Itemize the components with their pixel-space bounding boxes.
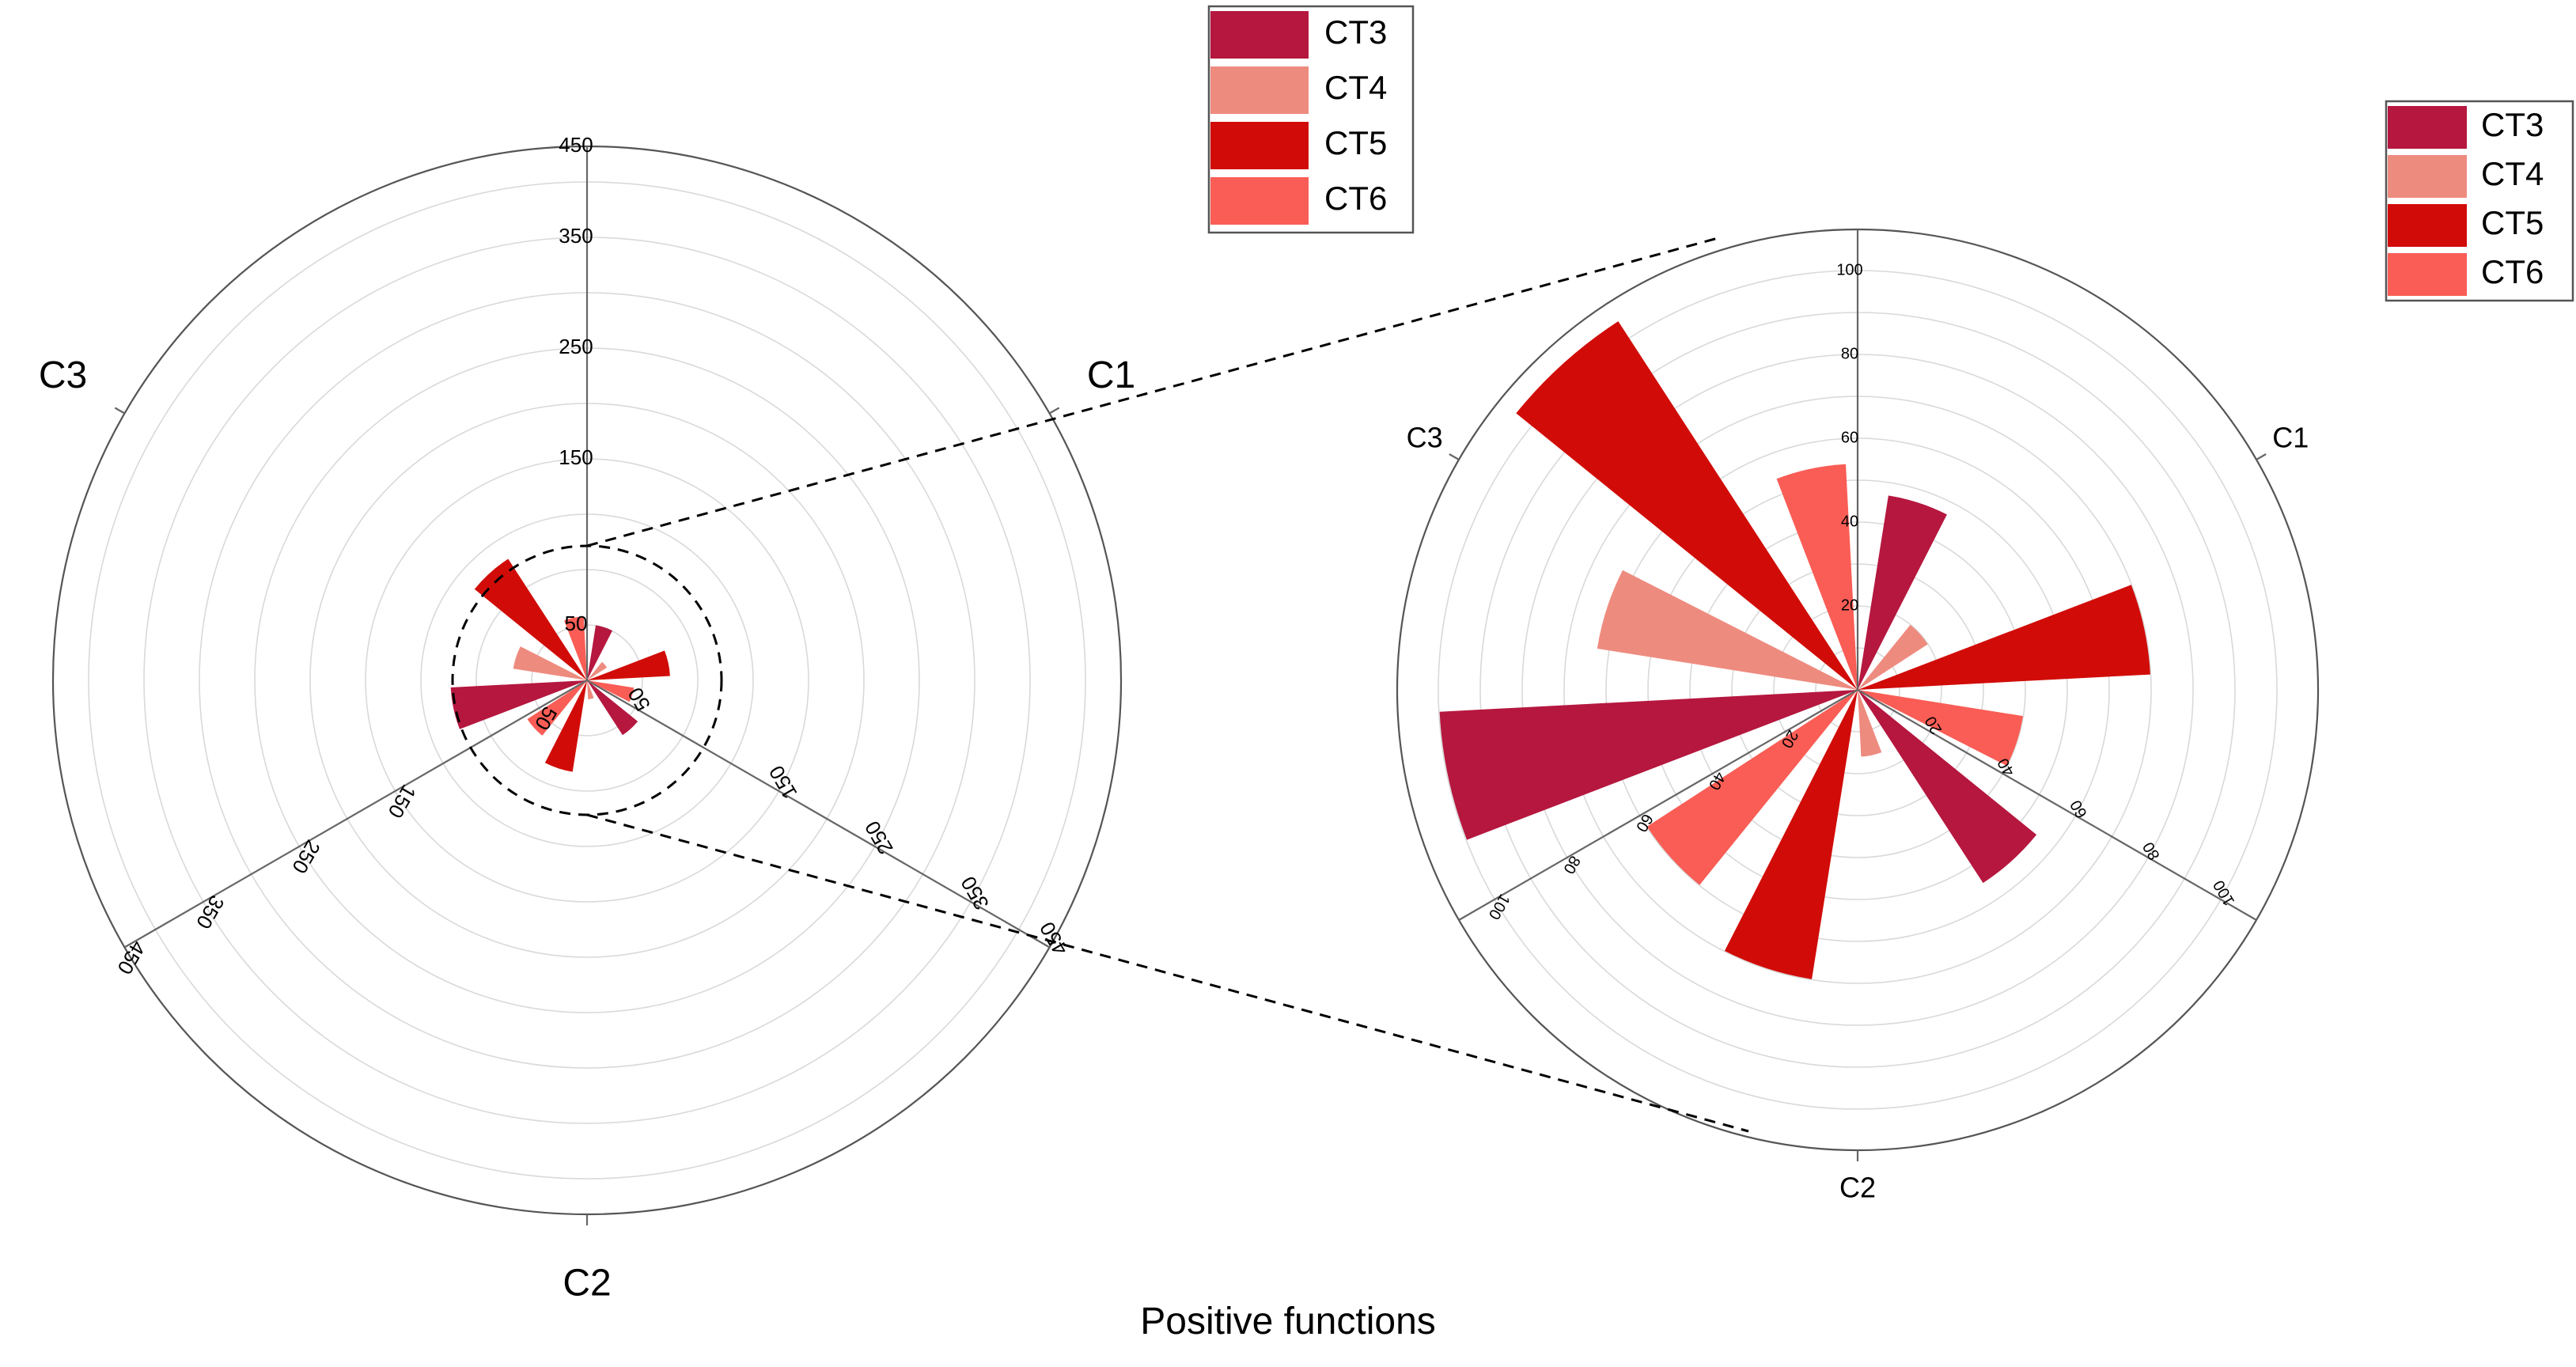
legend-left-label-ct6: CT6 <box>1324 180 1387 217</box>
right-tick-label: 100 <box>2210 877 2239 909</box>
legend-right-label-ct5: CT5 <box>2481 204 2544 241</box>
left-bar-ct5 <box>587 650 670 680</box>
right-bar-ct5 <box>1724 690 1858 979</box>
figure-caption: Positive functions <box>1140 1301 1436 1342</box>
left-axis-spoke <box>123 680 588 949</box>
left-bar-ct3 <box>450 680 587 729</box>
right-tick-label: 100 <box>1485 891 1513 922</box>
left-tick-label: 250 <box>860 817 898 859</box>
legend-left: CT3 CT4 CT5 CT6 <box>1207 5 1415 234</box>
right-category-label-c2: C2 <box>1839 1172 1876 1204</box>
right-bar-ct4 <box>1858 624 1928 690</box>
polar-chart-full-range: 5015025035045050150250350450501502503504… <box>39 133 1135 1305</box>
left-bar-ct4 <box>513 646 587 680</box>
legend-left-swatch-ct5 <box>1210 122 1309 169</box>
right-tick-label: 100 <box>1836 261 1862 278</box>
left-category-tick <box>114 407 125 415</box>
left-bar-ct6 <box>564 616 587 680</box>
left-bar-ct4 <box>587 661 608 680</box>
right-bar-ct3 <box>1439 690 1858 840</box>
legend-left-swatch-ct4 <box>1210 66 1309 114</box>
right-bar-ct4 <box>1597 570 1858 690</box>
zoom-indicator <box>451 236 1749 1133</box>
legend-right: CT3 CT4 CT5 CT6 <box>2385 100 2574 302</box>
legend-left-swatch-ct3 <box>1210 11 1309 59</box>
right-category-tick <box>1449 453 1460 460</box>
right-tick-label: 80 <box>2139 839 2163 863</box>
right-tick-label: 80 <box>1559 853 1583 877</box>
left-bar-ct6 <box>587 680 635 702</box>
legend-left-label-ct5: CT5 <box>1324 124 1387 161</box>
left-tick-label: 350 <box>191 892 229 933</box>
left-tick-label: 150 <box>764 762 802 804</box>
left-bar-ct5 <box>474 559 587 680</box>
right-category-label-c1: C1 <box>2272 422 2309 454</box>
zoom-connector-top <box>586 236 1722 547</box>
right-bar-ct5 <box>1516 321 1858 690</box>
left-bar-ct3 <box>587 625 612 680</box>
left-tick-label: 450 <box>559 133 593 157</box>
left-tick-label: 350 <box>956 873 994 914</box>
left-bar-ct3 <box>587 680 638 736</box>
right-bar-ct3 <box>1858 495 1947 690</box>
right-bar-ct3 <box>1858 690 2037 884</box>
left-tick-label: 450 <box>1035 918 1073 960</box>
right-tick-label: 80 <box>1841 345 1858 362</box>
right-bar-ct6 <box>1646 690 1858 885</box>
right-axis-spoke <box>1458 689 1858 921</box>
left-tick-label: 450 <box>112 937 150 979</box>
right-bars <box>1439 321 2150 979</box>
left-tick-label: 150 <box>559 445 593 469</box>
left-tick-label: 350 <box>559 224 593 248</box>
right-tick-label: 40 <box>1841 513 1858 530</box>
legend-right-label-ct4: CT4 <box>2481 155 2544 192</box>
left-bar-ct6 <box>527 680 587 736</box>
left-category-tick <box>1049 407 1060 415</box>
left-axis-spoke <box>586 680 1051 949</box>
legend-right-swatch-ct6 <box>2388 253 2467 296</box>
right-tick-label: 20 <box>1841 596 1858 614</box>
legend-right-swatch-ct5 <box>2388 204 2467 247</box>
left-tick-label: 250 <box>287 836 325 878</box>
right-bar-ct4 <box>1858 690 1882 757</box>
zoom-connector-bottom <box>586 813 1749 1133</box>
legend-left-label-ct4: CT4 <box>1324 69 1387 106</box>
right-bar-ct6 <box>1776 464 1858 690</box>
left-tick-label: 250 <box>559 335 593 358</box>
left-bar-ct4 <box>587 680 594 699</box>
legend-left-label-ct3: CT3 <box>1324 13 1387 51</box>
left-tick-label: 50 <box>565 612 588 635</box>
legend-right-swatch-ct4 <box>2388 155 2467 198</box>
right-bar-ct6 <box>1858 690 2023 767</box>
legend-left-swatch-ct6 <box>1210 177 1309 225</box>
right-axis-spoke <box>1857 689 2257 921</box>
right-category-label-c3: C3 <box>1407 422 1443 454</box>
left-category-label-c3: C3 <box>39 354 87 396</box>
legend-right-label-ct3: CT3 <box>2481 106 2544 143</box>
right-category-tick <box>2256 453 2267 460</box>
right-tick-label: 60 <box>1841 429 1858 446</box>
left-bar-ct5 <box>544 680 587 772</box>
legend-right-label-ct6: CT6 <box>2481 253 2544 290</box>
left-category-label-c1: C1 <box>1087 354 1135 396</box>
right-bar-ct5 <box>1858 585 2150 690</box>
legend-right-swatch-ct3 <box>2388 106 2467 149</box>
left-bars <box>450 559 670 772</box>
left-category-label-c2: C2 <box>563 1263 611 1305</box>
left-tick-label: 150 <box>384 781 422 823</box>
right-tick-label: 60 <box>2067 797 2091 821</box>
